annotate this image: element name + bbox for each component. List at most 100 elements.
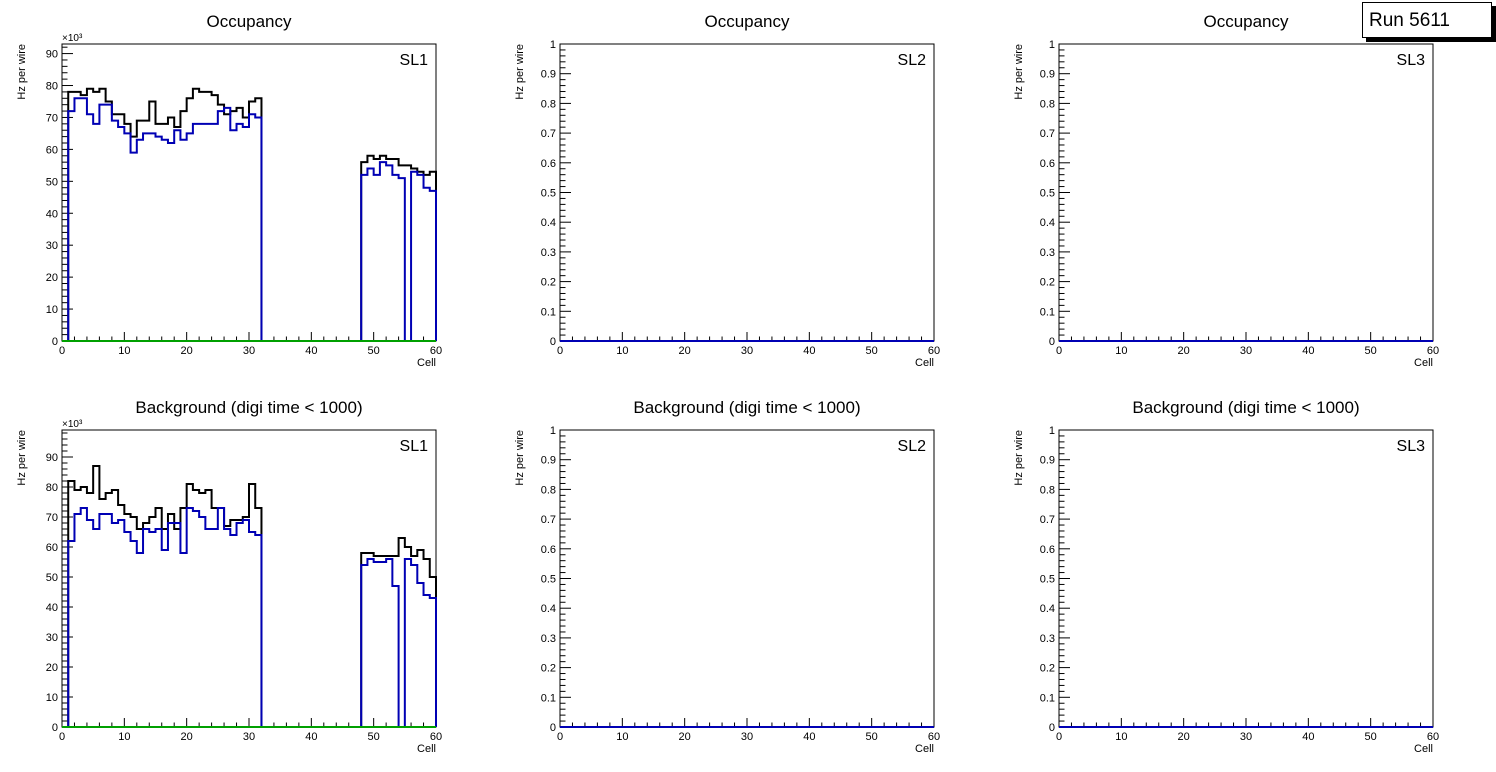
panel-title: Background (digi time < 1000) — [135, 398, 362, 417]
x-tick-label: 30 — [741, 345, 753, 357]
x-tick-label: 20 — [1178, 731, 1190, 743]
x-tick-label: 20 — [181, 345, 193, 357]
x-tick-label: 10 — [1115, 731, 1127, 743]
y-tick-label: 90 — [46, 452, 58, 464]
y-tick-label: 40 — [46, 602, 58, 614]
y-tick-label: 0 — [550, 336, 556, 348]
panel-title: Background (digi time < 1000) — [1132, 398, 1359, 417]
x-tick-label: 60 — [928, 731, 940, 743]
x-tick-label: 0 — [557, 731, 563, 743]
x-tick-label: 40 — [803, 345, 815, 357]
y-tick-label: 0.4 — [541, 603, 556, 615]
x-tick-label: 40 — [1302, 345, 1314, 357]
x-tick-label: 20 — [679, 731, 691, 743]
x-tick-label: 60 — [1427, 345, 1439, 357]
histogram-panel-6: Background (digi time < 1000)0 10 20 30 40 50… — [1013, 398, 1439, 755]
y-tick-label: 0.6 — [541, 544, 556, 556]
histogram-series-2 — [62, 97, 437, 342]
y-tick-label: 0.9 — [541, 69, 556, 81]
y-tick-label: 0.2 — [1040, 277, 1055, 289]
y-tick-label: 0 — [52, 722, 58, 734]
x-tick-label: 10 — [1115, 345, 1127, 357]
run-number-box: Run 5611 — [1362, 2, 1492, 38]
x-axis-label: Cell — [417, 743, 436, 755]
x-tick-label: 30 — [1240, 345, 1252, 357]
y-tick-label: 0.7 — [541, 514, 556, 526]
x-tick-label: 50 — [1365, 731, 1377, 743]
y-tick-label: 90 — [46, 49, 58, 61]
y-tick-label: 0.2 — [1040, 663, 1055, 675]
y-tick-label: 0.3 — [1040, 633, 1055, 645]
y-tick-label: 20 — [46, 662, 58, 674]
y-tick-label: 0.1 — [1040, 306, 1055, 318]
y-tick-label: 0.6 — [1040, 544, 1055, 556]
y-tick-label: 10 — [46, 692, 58, 704]
x-tick-label: 20 — [679, 345, 691, 357]
y-tick-label: 80 — [46, 81, 58, 93]
y-tick-label: 0 — [1049, 336, 1055, 348]
plot-frame — [559, 429, 935, 728]
x-tick-label: 50 — [368, 731, 380, 743]
y-tick-label: 0.7 — [1040, 128, 1055, 140]
y-tick-label: 0.2 — [541, 277, 556, 289]
x-tick-label: 0 — [59, 731, 65, 743]
y-tick-label: 0.6 — [1040, 158, 1055, 170]
x-tick-label: 0 — [557, 345, 563, 357]
x-tick-label: 20 — [1178, 345, 1190, 357]
panel-title: Occupancy — [704, 12, 790, 31]
y-tick-label: 0.8 — [1040, 98, 1055, 110]
panel-title: Occupancy — [206, 12, 292, 31]
x-tick-label: 50 — [368, 345, 380, 357]
y-tick-label: 70 — [46, 112, 58, 124]
histogram-panel-4: Background (digi time < 1000) 0 10 20 30 40 50… — [16, 398, 442, 755]
superlayer-label: SL1 — [400, 438, 429, 455]
y-exponent-label: ×10³ — [62, 419, 83, 430]
y-tick-label: 0.4 — [1040, 603, 1055, 615]
histogram-panel-2: Occupancy 0 10 20 30 40 50 60 0 0.1 0.2 0.3 0.4 0.5 0.… — [514, 12, 940, 369]
histogram-panel-1: Occupancy 0 10 20 30 40 50 60 0 10 20 30 40 50 60 70 80 9… — [16, 12, 442, 369]
x-axis-label: Cell — [915, 743, 934, 755]
y-tick-label: 20 — [46, 272, 58, 284]
y-tick-label: 0 — [550, 722, 556, 734]
x-tick-label: 60 — [430, 345, 442, 357]
y-tick-label: 0.2 — [541, 663, 556, 675]
y-tick-label: 50 — [46, 572, 58, 584]
y-tick-label: 40 — [46, 208, 58, 220]
x-tick-label: 60 — [1427, 731, 1439, 743]
panel-title: Occupancy — [1203, 12, 1289, 31]
y-tick-label: 0.1 — [541, 692, 556, 704]
x-axis-label: Cell — [915, 357, 934, 369]
y-tick-label: 0.1 — [541, 306, 556, 318]
y-tick-label: 0.3 — [541, 633, 556, 645]
plot-frame — [559, 43, 935, 342]
plot-frame — [1058, 43, 1434, 342]
y-tick-label: 1 — [550, 39, 556, 51]
y-tick-label: 1 — [1049, 425, 1055, 437]
y-tick-label: 50 — [46, 176, 58, 188]
y-exponent-label: ×10³ — [62, 33, 83, 44]
y-tick-label: 0.5 — [1040, 188, 1055, 200]
y-tick-label: 0.6 — [541, 158, 556, 170]
y-tick-label: 0.8 — [541, 484, 556, 496]
y-tick-label: 0 — [52, 336, 58, 348]
y-tick-label: 0.5 — [1040, 574, 1055, 586]
x-axis-label: Cell — [1414, 743, 1433, 755]
y-tick-label: 0.3 — [1040, 247, 1055, 259]
y-tick-label: 60 — [46, 144, 58, 156]
histogram-series-2 — [62, 507, 437, 728]
superlayer-label: SL2 — [898, 438, 927, 455]
y-axis-label: Hz per wire — [16, 44, 28, 100]
histogram-series-1 — [62, 465, 437, 728]
y-tick-label: 1 — [1049, 39, 1055, 51]
y-tick-label: 30 — [46, 240, 58, 252]
x-tick-label: 60 — [430, 731, 442, 743]
run-number-label: Run 5611 — [1369, 10, 1450, 31]
y-tick-label: 10 — [46, 304, 58, 316]
x-tick-label: 0 — [59, 345, 65, 357]
histogram-panel-5: Background (digi time < 1000)0 10 20 30 40 50… — [514, 398, 940, 755]
x-tick-label: 40 — [803, 731, 815, 743]
plot-frame — [1058, 429, 1434, 728]
y-axis-label: Hz per wire — [1013, 430, 1025, 486]
y-tick-label: 0.9 — [541, 455, 556, 467]
y-tick-label: 0.4 — [1040, 217, 1055, 229]
